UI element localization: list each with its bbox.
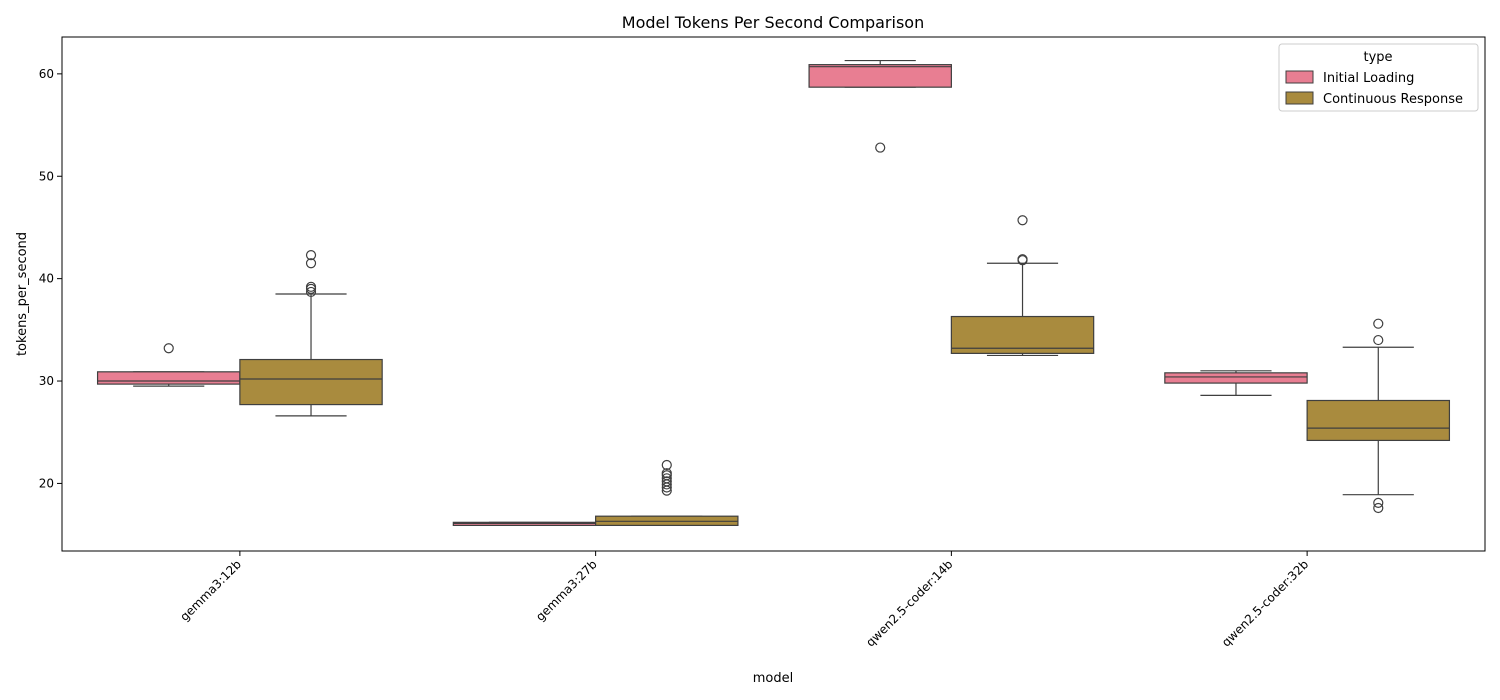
outlier-point — [1373, 334, 1384, 346]
series-continuous-response — [239, 215, 1451, 527]
outlier-point — [1017, 254, 1028, 265]
legend-title: type — [1363, 50, 1392, 65]
box-group — [950, 215, 1095, 357]
x-axis: gemma3:12b gemma3:27b qwen2.5-coder:14b qwe… — [177, 551, 1311, 649]
box-iqr — [950, 315, 1095, 354]
outlier-point — [163, 343, 174, 354]
outlier-point — [1373, 502, 1384, 514]
series-initial-loading — [96, 59, 1308, 527]
outlier-point — [1017, 215, 1028, 226]
box-group — [595, 459, 739, 527]
legend-label: Continuous Response — [1323, 92, 1463, 107]
legend-frame — [1278, 43, 1479, 112]
y-tick-label: 20 — [39, 476, 54, 490]
box-iqr — [808, 64, 952, 88]
legend-swatch — [1285, 91, 1314, 105]
outlier-point — [661, 468, 672, 479]
box-group — [452, 521, 597, 527]
outlier-point — [875, 142, 886, 153]
x-tick-label: qwen2.5-coder:14b — [863, 557, 955, 649]
outlier-point — [661, 459, 672, 471]
chart-title: Model Tokens Per Second Comparison — [622, 13, 924, 32]
plot-frame — [61, 36, 1486, 552]
outlier-point — [661, 476, 672, 487]
box-group — [239, 249, 383, 417]
outlier-point — [1373, 318, 1384, 329]
legend-label: Initial Loading — [1323, 71, 1414, 86]
outlier-point — [305, 281, 317, 292]
box-group — [96, 343, 241, 387]
legend: type Initial Loading Continuous Response — [1278, 43, 1479, 112]
y-tick-label: 40 — [39, 272, 54, 286]
y-tick-label: 30 — [39, 374, 54, 388]
outlier-point — [305, 258, 317, 269]
outlier-point — [305, 249, 317, 261]
box-iqr — [96, 371, 241, 385]
box-group — [808, 59, 952, 153]
x-tick-label: gemma3:27b — [533, 557, 600, 624]
outlier-point — [1373, 497, 1384, 508]
box-iqr — [239, 358, 383, 406]
x-axis-label: model — [753, 671, 793, 686]
y-tick-label: 50 — [39, 169, 54, 183]
legend-swatch — [1285, 70, 1314, 84]
outlier-point — [661, 473, 672, 484]
y-axis-label: tokens_per_second — [15, 232, 30, 356]
box-group — [1164, 370, 1308, 396]
plot-area — [96, 59, 1451, 527]
x-tick-label: gemma3:12b — [177, 557, 244, 624]
y-tick-label: 60 — [39, 67, 54, 81]
outlier-point — [305, 286, 317, 298]
x-tick-label: qwen2.5-coder:32b — [1219, 557, 1311, 649]
box-group — [1306, 318, 1451, 514]
box-iqr — [1164, 372, 1308, 384]
box-iqr — [1306, 399, 1451, 442]
y-axis: 20 30 40 50 60 — [39, 67, 62, 490]
